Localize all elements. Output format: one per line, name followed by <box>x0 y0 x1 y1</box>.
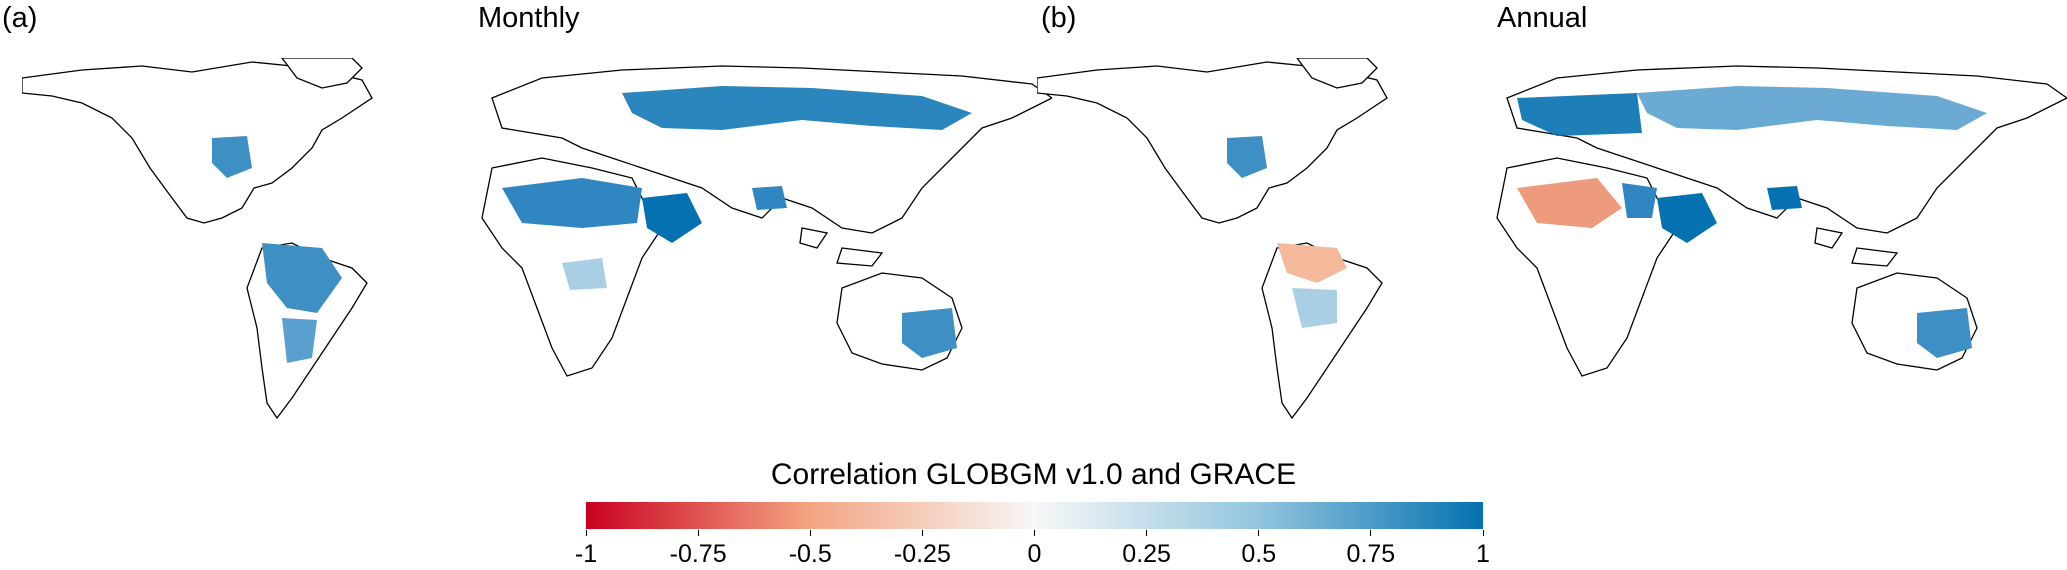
map-annual <box>1037 58 2067 420</box>
colorbar-tick <box>1258 530 1260 536</box>
correlation-regions <box>212 86 972 363</box>
colorbar-tick <box>697 530 699 536</box>
colorbar-tick-label: 1 <box>1476 540 1490 568</box>
colorbar-tick <box>1034 530 1035 536</box>
colorbar-tick <box>585 530 587 536</box>
panel-b-letter: (b) <box>1041 2 1077 34</box>
colorbar-tick-label: 0.5 <box>1241 540 1277 568</box>
panel-b-title: Annual <box>1497 2 1588 34</box>
colorbar-tick <box>809 530 811 536</box>
colorbar-tick <box>1482 530 1484 536</box>
colorbar-tick-label: 0.25 <box>1122 540 1171 568</box>
colorbar-tick <box>921 530 923 536</box>
panel-a-letter: (a) <box>2 2 38 34</box>
colorbar-tick-label: -0.5 <box>788 540 832 568</box>
colorbar-tick-label: -0.25 <box>893 540 951 568</box>
colorbar-title: Correlation GLOBGM v1.0 and GRACE <box>770 458 1297 491</box>
colorbar-gradient <box>586 502 1483 529</box>
panel-a-title: Monthly <box>478 2 580 34</box>
colorbar-tick-label: 0.75 <box>1346 540 1396 568</box>
map-monthly <box>22 58 1052 420</box>
correlation-regions <box>1227 86 1987 358</box>
colorbar-tick-label: 0 <box>1027 540 1042 568</box>
colorbar-tick-label: -0.75 <box>669 540 727 568</box>
colorbar-tick-label: -1 <box>574 540 598 568</box>
colorbar-tick <box>1370 530 1372 536</box>
colorbar-tick <box>1146 530 1148 536</box>
